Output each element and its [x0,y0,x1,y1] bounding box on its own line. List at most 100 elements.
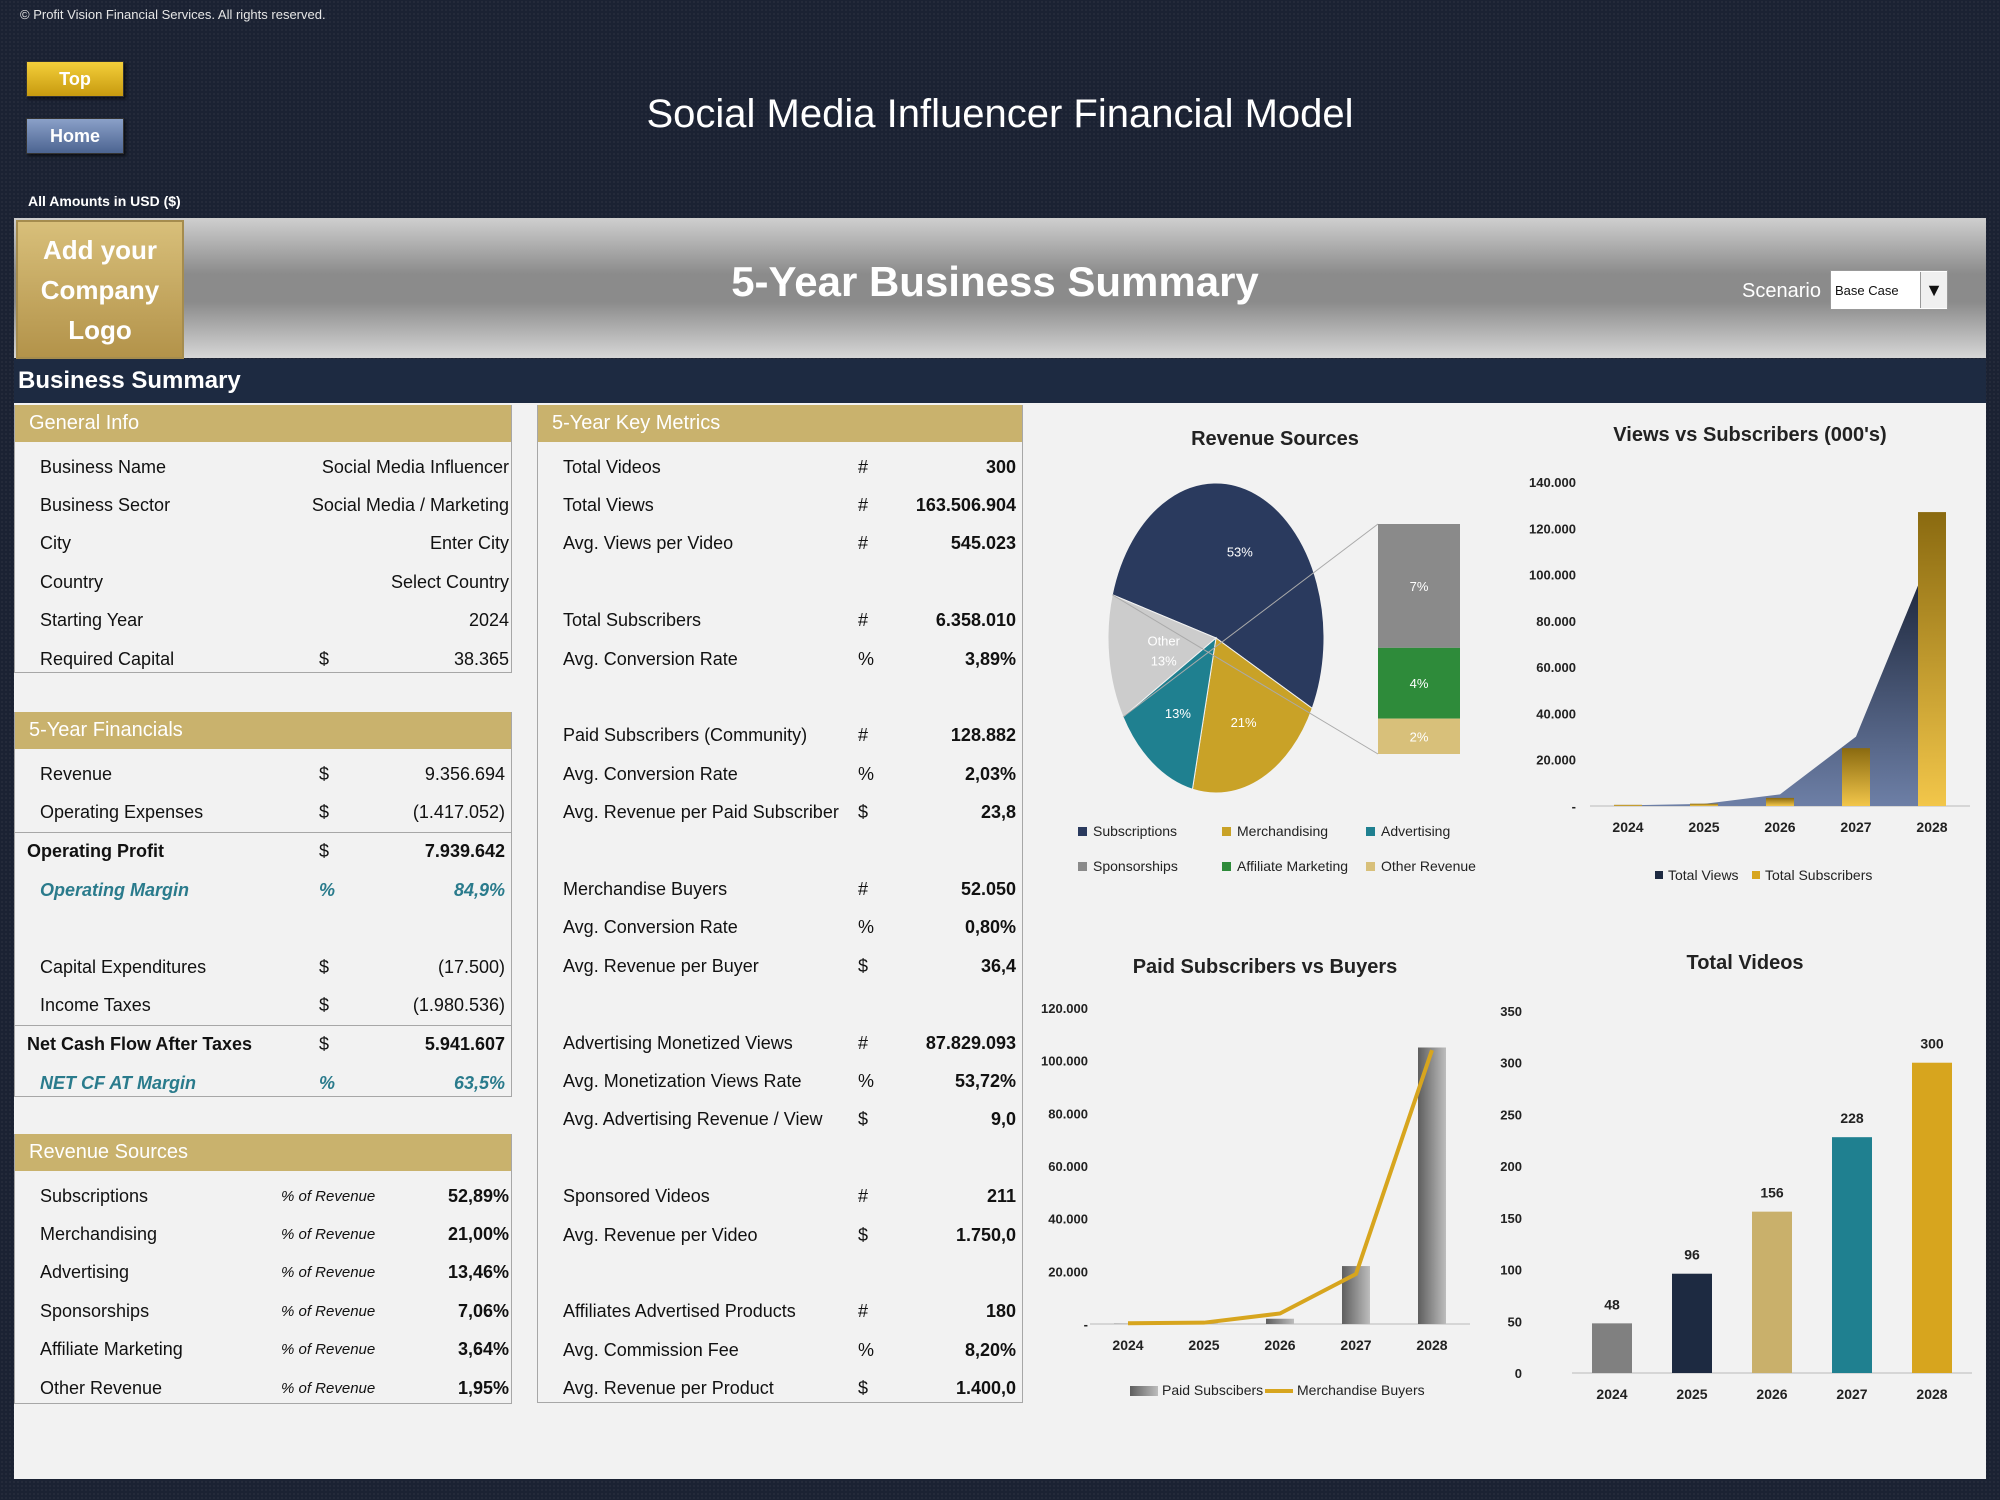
company-logo-placeholder[interactable]: Add your Company Logo [16,220,184,359]
legend-swatch [1078,861,1087,871]
y-tick-label: 140.000 [1529,475,1576,490]
legend-swatch [1130,1386,1158,1396]
row-unit: # [858,456,869,477]
bar-total-videos [1832,1137,1872,1373]
row-label: Total Subscribers [563,610,702,631]
legend-label: Sponsorships [1093,858,1178,874]
table-row: Merchandise Buyers #52.050 [538,870,1022,908]
x-tick-label: 2024 [1612,819,1643,835]
row-value: 7.939.642 [424,841,505,862]
table-row: Income Taxes $ (1.980.536) [15,986,511,1024]
row-value: 545.023 [950,533,1016,554]
row-label: Affiliates Advertised Products [563,1301,796,1322]
row-value: Social Media / Marketing [311,495,509,516]
row-label: Starting Year [40,610,144,631]
table-row: Total Videos #300 [538,448,1022,486]
row-label: Avg. Monetization Views Rate [563,1070,802,1091]
row-value: 23,8 [980,802,1016,823]
x-tick-label: 2024 [1596,1386,1627,1402]
table-row: Affiliate Marketing % of Revenue 3,64% [15,1331,511,1369]
row-value: (1.417.052) [412,802,505,823]
row-label: Avg. Advertising Revenue / View [563,1109,823,1130]
row-unit: % of Revenue [281,1264,376,1282]
row-label: Sponsored Videos [563,1186,710,1207]
row-unit: % of Revenue [281,1187,376,1205]
row-unit: $ [858,802,869,823]
y-tick-label: 20.000 [1536,753,1576,768]
row-unit: # [858,1186,869,1207]
table-row: Business Name Social Media Influencer [15,448,511,486]
row-label: Sponsorships [40,1300,150,1321]
row-unit: # [858,878,869,899]
row-value: 2,03% [964,763,1016,784]
row-unit: $ [858,1109,869,1130]
y-tick-label: 120.000 [1041,1001,1088,1016]
data-label: 156 [1760,1185,1784,1201]
row-unit: % [858,648,875,669]
views-subscribers-area-chart: - 20.000 40.000 60.000 80.000 100.000 120.000 1… [1529,475,1970,883]
row-unit: % [858,917,875,938]
legend-label: Affiliate Marketing [1237,858,1349,874]
table-row: Avg. Revenue per Buyer $36,4 [538,947,1022,985]
legend-swatch [1366,861,1375,871]
row-value: 300 [985,456,1016,477]
y-tick-label: 50 [1508,1314,1522,1329]
row-unit: % [858,1339,875,1360]
table-row: Avg. Conversion Rate% 2,03% [538,755,1022,793]
row-unit: % [858,1070,875,1091]
data-label: 228 [1840,1110,1864,1126]
bar-total-videos [1752,1211,1792,1373]
y-tick-label: 250 [1500,1107,1522,1122]
table-row: Merchandising % of Revenue 21,00% [15,1215,511,1253]
row-label: Total Videos [563,456,661,477]
chart-title-total-videos: Total Videos [1686,952,1804,974]
row-unit: % [858,763,875,784]
table-row: Avg. Revenue per Paid Subscriber $23,8 [538,794,1022,832]
revenue-sources-panel: Revenue Sources Subscriptions % of Revenu… [14,1134,512,1404]
y-tick-label: 150 [1500,1211,1522,1226]
row-label: Affiliate Marketing [40,1339,183,1360]
row-label: Avg. Revenue per Product [563,1378,774,1399]
dropdown-arrow-icon[interactable]: ▼ [1920,272,1947,308]
copyright-text: © Profit Vision Financial Services. All … [20,7,326,22]
row-label: Required Capital [40,648,175,669]
y-tick-label: 40.000 [1536,706,1576,721]
row-unit: $ [858,1224,869,1245]
row-label: Operating Profit [27,841,165,862]
row-unit: $ [858,955,869,976]
legend-swatch [1222,826,1231,836]
y-tick-label: 100.000 [1041,1054,1088,1069]
row-value: 7,06% [457,1300,509,1321]
data-label: 300 [1920,1036,1944,1052]
row-unit: % of Revenue [281,1302,376,1320]
scenario-dropdown[interactable]: Base Case ▼ [1830,270,1948,310]
table-row: Operating Profit $7.939.642 [15,831,511,871]
row-value: 211 [986,1186,1016,1207]
row-label: Avg. Conversion Rate [563,917,738,938]
table-row: Advertising % of Revenue 13,46% [15,1254,511,1292]
row-unit: $ [319,841,330,862]
top-button[interactable]: Top [26,61,124,97]
x-tick-label: 2024 [1112,1337,1143,1353]
table-row: Country Select Country [15,563,511,601]
legend-label: Subscriptions [1093,823,1178,839]
y-tick-label: 350 [1500,1004,1522,1019]
row-label: Business Name [40,456,167,477]
row-label: Avg. Conversion Rate [563,763,738,784]
table-row: Avg. Conversion Rate% 0,80% [538,909,1022,947]
home-button[interactable]: Home [26,118,124,154]
summary-banner [14,218,1986,358]
row-value: 0,80% [964,917,1016,938]
row-unit: $ [858,1378,869,1399]
row-unit: $ [319,763,330,784]
row-value: 180 [985,1301,1016,1322]
legend-item: Advertising [1366,823,1450,839]
logo-line-2: Company Logo [40,274,160,345]
row-value: 2024 [468,610,509,631]
y-tick-label: 60.000 [1048,1159,1088,1174]
row-value: 52.050 [960,878,1016,899]
y-tick-label: 300 [1500,1056,1522,1071]
row-label: Capital Expenditures [40,956,207,977]
row-value: 1.400,0 [955,1378,1016,1399]
row-value: 38.365 [453,648,509,669]
